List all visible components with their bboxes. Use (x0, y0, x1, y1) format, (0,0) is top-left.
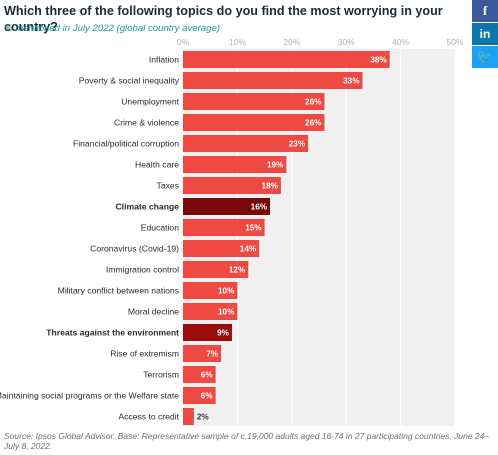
data-label: 33% (343, 77, 360, 86)
twitter-icon[interactable]: 🐦 (472, 46, 498, 68)
category-label: Threats against the environment (46, 328, 179, 338)
bar (183, 240, 260, 257)
category-label: Immigration control (106, 265, 179, 275)
x-tick-label: 10% (229, 37, 246, 47)
bar (183, 324, 232, 341)
bar (183, 303, 238, 320)
bar (183, 261, 249, 278)
bar-chart: 0% 10% 20% 30% 40% 50% Inflation 38% Poverty & s… (0, 37, 464, 426)
chart-title: Which three of the following topics do y… (4, 4, 443, 34)
x-tick-label: 0% (177, 37, 190, 47)
bar (183, 135, 309, 152)
category-label: Education (141, 223, 179, 233)
bar (183, 156, 287, 173)
data-label: 23% (289, 140, 306, 149)
data-label: 12% (229, 266, 246, 275)
data-label: 6% (201, 371, 214, 380)
plot-background (183, 49, 455, 426)
bar (183, 408, 194, 425)
category-label: Health care (135, 160, 179, 170)
bar (183, 345, 222, 362)
chart-subtitle: % mentioned in July 2022 (global country… (4, 23, 220, 34)
data-label: 26% (305, 98, 322, 107)
x-tick-label: 20% (283, 37, 300, 47)
category-label: Moral decline (128, 307, 179, 317)
category-label: Crime & violence (114, 118, 179, 128)
social-share-bar: f in 🐦 (472, 0, 498, 69)
category-label: Financial/political corruption (73, 139, 179, 149)
data-label: 7% (206, 350, 219, 359)
bar (183, 219, 265, 236)
data-label: 18% (262, 182, 279, 191)
data-label: 10% (218, 308, 235, 317)
category-label: Terrorism (143, 370, 179, 380)
x-tick-label: 30% (338, 37, 355, 47)
bar (183, 282, 238, 299)
bar (183, 72, 363, 89)
bar (183, 51, 390, 68)
data-label: 26% (305, 119, 322, 128)
data-label: 16% (251, 203, 268, 212)
data-label: 14% (240, 245, 257, 254)
data-label: 2% (197, 413, 210, 422)
facebook-icon[interactable]: f (472, 0, 498, 22)
bar (183, 366, 216, 383)
category-label: Access to credit (118, 412, 179, 422)
category-label: Maintaining social programs or the Welfa… (0, 391, 179, 401)
linkedin-icon[interactable]: in (472, 23, 498, 45)
bar (183, 177, 281, 194)
bar (183, 93, 325, 110)
category-label: Inflation (149, 55, 179, 65)
category-label: Coronavirus (Covid-19) (90, 244, 179, 254)
data-label: 38% (370, 56, 387, 65)
category-label: Climate change (115, 202, 179, 212)
category-label: Taxes (157, 181, 179, 191)
source-note: Source: Ipsos Global Advisor. Base: Repr… (4, 431, 490, 451)
bar (183, 198, 271, 215)
data-label: 10% (218, 287, 235, 296)
category-label: Unemployment (121, 97, 179, 107)
data-label: 9% (217, 329, 230, 338)
category-label: Military conflict between nations (58, 286, 179, 296)
x-tick-label: 50% (446, 37, 463, 47)
category-label: Poverty & social inequality (79, 76, 180, 86)
bar (183, 114, 325, 131)
bar (183, 387, 216, 404)
data-label: 15% (245, 224, 262, 233)
category-label: Rise of extremism (110, 349, 179, 359)
data-label: 19% (267, 161, 284, 170)
x-tick-label: 40% (392, 37, 409, 47)
data-label: 6% (201, 392, 214, 401)
